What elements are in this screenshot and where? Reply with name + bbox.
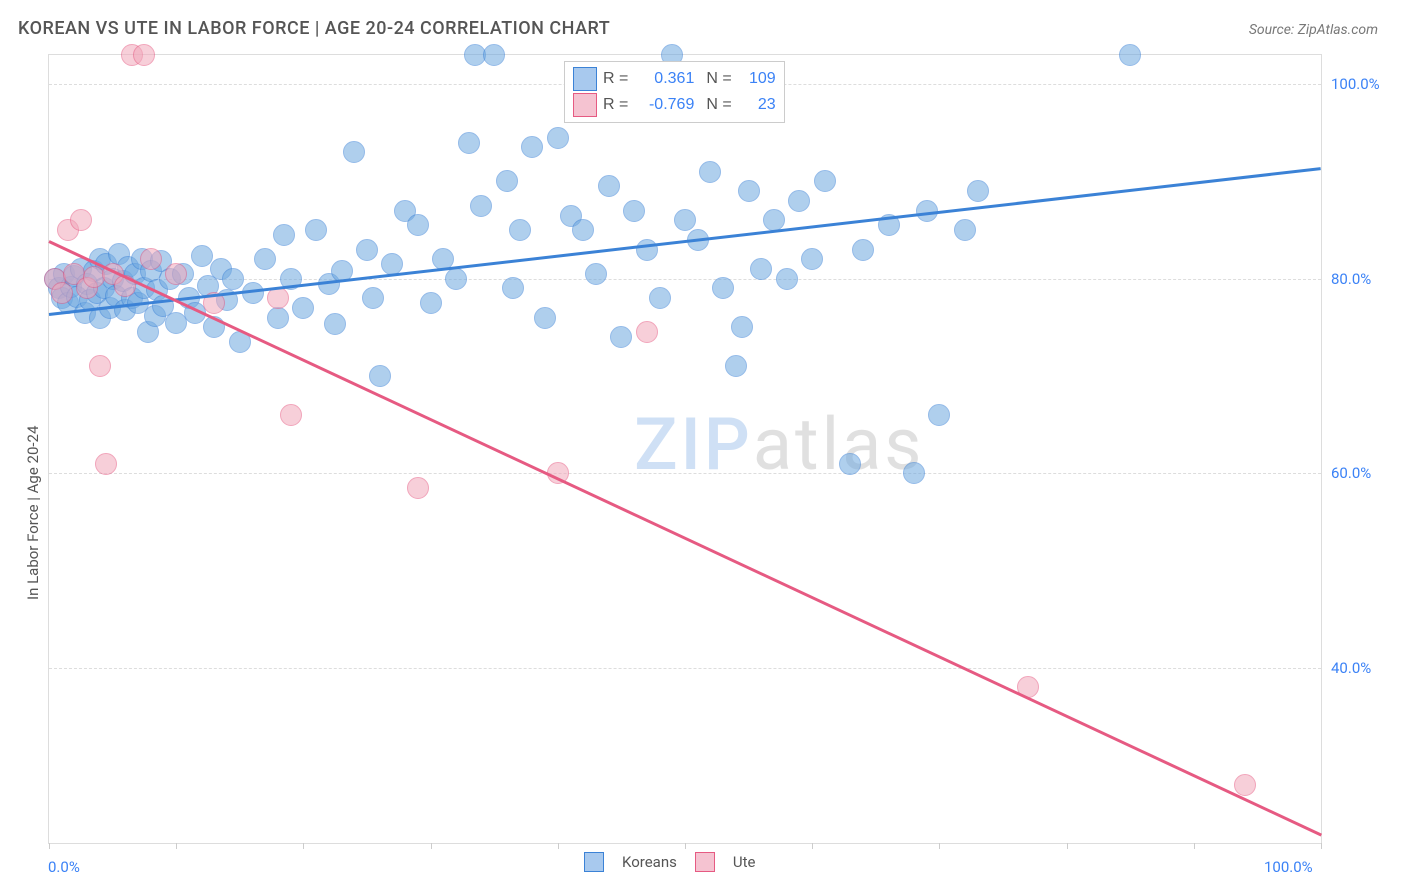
data-point bbox=[674, 209, 696, 231]
data-point bbox=[814, 170, 836, 192]
data-point bbox=[967, 180, 989, 202]
data-point bbox=[273, 224, 295, 246]
regression-line bbox=[48, 240, 1321, 836]
data-point bbox=[547, 127, 569, 149]
y-tick-label: 40.0% bbox=[1331, 659, 1391, 677]
gridline bbox=[49, 473, 1321, 474]
data-point bbox=[712, 277, 734, 299]
x-tick bbox=[939, 843, 940, 849]
data-point bbox=[649, 287, 671, 309]
data-point bbox=[324, 313, 346, 335]
data-point bbox=[776, 268, 798, 290]
data-point bbox=[534, 307, 556, 329]
chart-title: KOREAN VS UTE IN LABOR FORCE | AGE 20-24… bbox=[18, 18, 610, 39]
data-point bbox=[852, 239, 874, 261]
legend-swatch bbox=[584, 852, 604, 872]
legend-label: Koreans bbox=[622, 853, 677, 871]
y-axis-label: In Labor Force | Age 20-24 bbox=[24, 426, 42, 600]
data-point bbox=[407, 477, 429, 499]
data-point bbox=[636, 239, 658, 261]
x-tick bbox=[812, 843, 813, 849]
data-point bbox=[51, 282, 73, 304]
data-point bbox=[509, 219, 531, 241]
x-min-label: 0.0% bbox=[48, 858, 80, 876]
legend-label: Ute bbox=[733, 853, 756, 871]
data-point bbox=[369, 365, 391, 387]
data-point bbox=[585, 263, 607, 285]
x-tick bbox=[1321, 843, 1322, 849]
x-tick bbox=[303, 843, 304, 849]
data-point bbox=[636, 321, 658, 343]
data-point bbox=[305, 219, 327, 241]
data-point bbox=[903, 462, 925, 484]
data-point bbox=[928, 404, 950, 426]
data-point bbox=[483, 44, 505, 66]
data-point bbox=[362, 287, 384, 309]
data-point bbox=[623, 200, 645, 222]
data-point bbox=[725, 355, 747, 377]
data-point bbox=[788, 190, 810, 212]
data-point bbox=[407, 214, 429, 236]
data-point bbox=[738, 180, 760, 202]
x-tick bbox=[431, 843, 432, 849]
data-point bbox=[699, 161, 721, 183]
data-point bbox=[133, 44, 155, 66]
x-tick bbox=[685, 843, 686, 849]
data-point bbox=[598, 175, 620, 197]
x-tick bbox=[176, 843, 177, 849]
data-point bbox=[731, 316, 753, 338]
x-tick bbox=[558, 843, 559, 849]
data-point bbox=[89, 355, 111, 377]
scatter-plot-area: 40.0%60.0%80.0%100.0%ZIPatlasR =0.361 N … bbox=[48, 54, 1322, 844]
x-max-label: 100.0% bbox=[1264, 858, 1313, 876]
data-point bbox=[356, 239, 378, 261]
data-point bbox=[140, 248, 162, 270]
legend: Koreans Ute bbox=[584, 852, 755, 872]
data-point bbox=[839, 453, 861, 475]
data-point bbox=[1119, 44, 1141, 66]
data-point bbox=[292, 297, 314, 319]
data-point bbox=[191, 245, 213, 267]
data-point bbox=[801, 248, 823, 270]
data-point bbox=[95, 453, 117, 475]
y-tick-label: 80.0% bbox=[1331, 270, 1391, 288]
data-point bbox=[165, 263, 187, 285]
legend-swatch bbox=[573, 67, 597, 91]
legend-swatch bbox=[573, 93, 597, 117]
source-label: Source: ZipAtlas.com bbox=[1249, 22, 1378, 38]
data-point bbox=[1234, 774, 1256, 796]
data-point bbox=[420, 292, 442, 314]
data-point bbox=[572, 219, 594, 241]
data-point bbox=[496, 170, 518, 192]
data-point bbox=[222, 268, 244, 290]
data-point bbox=[521, 136, 543, 158]
legend-swatch bbox=[695, 852, 715, 872]
stats-row: R =0.361 N =109 bbox=[573, 66, 776, 92]
data-point bbox=[458, 132, 480, 154]
regression-line bbox=[49, 167, 1321, 316]
data-point bbox=[954, 219, 976, 241]
data-point bbox=[502, 277, 524, 299]
data-point bbox=[610, 326, 632, 348]
data-point bbox=[280, 404, 302, 426]
data-point bbox=[750, 258, 772, 280]
x-tick bbox=[49, 843, 50, 849]
data-point bbox=[70, 209, 92, 231]
data-point bbox=[343, 141, 365, 163]
gridline bbox=[49, 668, 1321, 669]
x-tick bbox=[1194, 843, 1195, 849]
data-point bbox=[254, 248, 276, 270]
data-point bbox=[470, 195, 492, 217]
stats-row: R =-0.769 N =23 bbox=[573, 92, 776, 118]
data-point bbox=[267, 307, 289, 329]
x-tick bbox=[1067, 843, 1068, 849]
stats-box: R =0.361 N =109R =-0.769 N =23 bbox=[564, 61, 785, 123]
y-tick-label: 60.0% bbox=[1331, 464, 1391, 482]
data-point bbox=[445, 268, 467, 290]
y-tick-label: 100.0% bbox=[1331, 75, 1391, 93]
